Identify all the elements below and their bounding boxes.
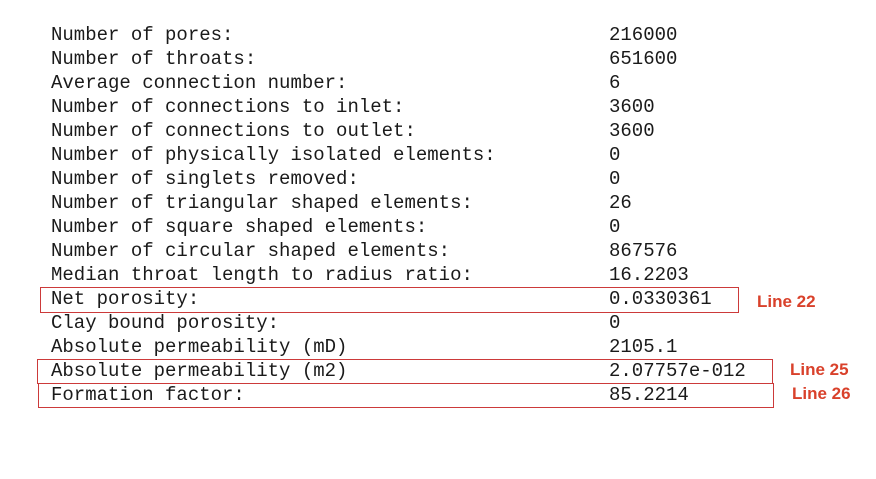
annotation-line-25: Line 25 xyxy=(790,360,849,379)
stat-row-isolated-elements: Number of physically isolated elements: … xyxy=(0,143,876,167)
stat-value: 3600 xyxy=(609,96,655,118)
annotation-line-22: Line 22 xyxy=(757,292,816,311)
stat-label: Number of pores: xyxy=(51,24,234,46)
highlight-box-net-porosity xyxy=(40,287,739,313)
highlight-box-formation-factor xyxy=(38,383,774,408)
stat-row-connections-inlet: Number of connections to inlet: 3600 xyxy=(0,95,876,119)
stat-row-avg-connection: Average connection number: 6 xyxy=(0,71,876,95)
stat-value: 2.07757e-012 xyxy=(609,360,746,382)
stat-row-singlets-removed: Number of singlets removed: 0 xyxy=(0,167,876,191)
stat-label: Number of throats: xyxy=(51,48,257,70)
stat-row-throats: Number of throats: 651600 xyxy=(0,47,876,71)
stat-label: Clay bound porosity: xyxy=(51,312,280,334)
stat-value: 2105.1 xyxy=(609,336,678,358)
stat-label: Formation factor: xyxy=(51,384,245,406)
stat-label: Number of singlets removed: xyxy=(51,168,359,190)
stat-value: 85.2214 xyxy=(609,384,689,406)
annotation-line-26: Line 26 xyxy=(792,384,851,403)
stat-row-triangular-elements: Number of triangular shaped elements: 26 xyxy=(0,191,876,215)
stat-row-formation-factor: Formation factor: 85.2214 xyxy=(0,383,876,407)
stat-label: Number of connections to outlet: xyxy=(51,120,416,142)
stat-label: Average connection number: xyxy=(51,72,348,94)
stat-label: Absolute permeability (m2) xyxy=(51,360,348,382)
stat-value: 651600 xyxy=(609,48,678,70)
stat-value: 867576 xyxy=(609,240,678,262)
stat-label: Absolute permeability (mD) xyxy=(51,336,348,358)
stat-value: 0 xyxy=(609,312,621,334)
stat-label: Net porosity: xyxy=(51,288,200,310)
stat-label: Number of triangular shaped elements: xyxy=(51,192,473,214)
highlight-box-permeability-m2 xyxy=(37,359,773,384)
stat-value: 6 xyxy=(609,72,621,94)
stat-value: 0 xyxy=(609,216,621,238)
stat-label: Number of physically isolated elements: xyxy=(51,144,496,166)
stat-label: Median throat length to radius ratio: xyxy=(51,264,473,286)
stat-row-circular-elements: Number of circular shaped elements: 8675… xyxy=(0,239,876,263)
stat-value: 26 xyxy=(609,192,632,214)
stat-value: 0.0330361 xyxy=(609,288,712,310)
stat-row-permeability-m2: Absolute permeability (m2) 2.07757e-012 xyxy=(0,359,876,383)
stat-row-square-elements: Number of square shaped elements: 0 xyxy=(0,215,876,239)
stat-row-net-porosity: Net porosity: 0.0330361 xyxy=(0,287,876,311)
stat-row-pores: Number of pores: 216000 xyxy=(0,23,876,47)
stat-value: 0 xyxy=(609,144,621,166)
stat-label: Number of square shaped elements: xyxy=(51,216,428,238)
statistics-output: Number of pores: 216000 Number of throat… xyxy=(0,23,876,407)
stat-value: 3600 xyxy=(609,120,655,142)
stat-row-clay-bound-porosity: Clay bound porosity: 0 xyxy=(0,311,876,335)
stat-row-connections-outlet: Number of connections to outlet: 3600 xyxy=(0,119,876,143)
stat-label: Number of circular shaped elements: xyxy=(51,240,451,262)
stat-label: Number of connections to inlet: xyxy=(51,96,405,118)
stat-value: 16.2203 xyxy=(609,264,689,286)
stat-row-median-throat-ratio: Median throat length to radius ratio: 16… xyxy=(0,263,876,287)
stat-value: 216000 xyxy=(609,24,678,46)
stat-value: 0 xyxy=(609,168,621,190)
stat-row-permeability-md: Absolute permeability (mD) 2105.1 xyxy=(0,335,876,359)
